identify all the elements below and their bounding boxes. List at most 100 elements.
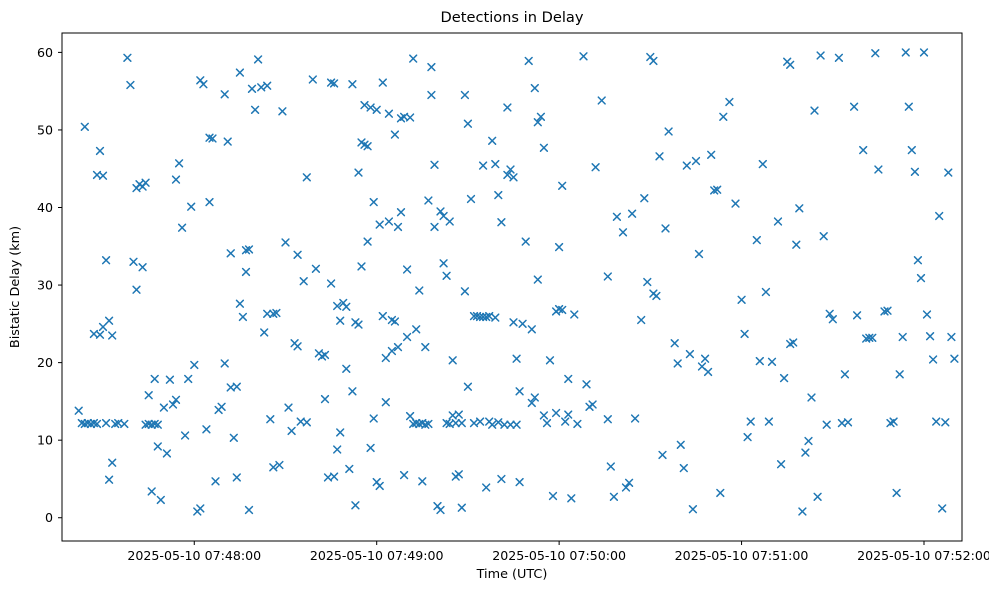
- data-point: [922, 310, 932, 319]
- data-point: [898, 332, 907, 342]
- data-point: [98, 171, 108, 180]
- data-point: [554, 242, 564, 252]
- data-point: [938, 504, 947, 513]
- data-point: [436, 505, 445, 515]
- data-point: [196, 504, 205, 513]
- data-point: [889, 417, 898, 426]
- data-point: [101, 418, 111, 428]
- data-point: [187, 202, 196, 211]
- data-point: [253, 55, 263, 64]
- data-point: [208, 134, 217, 143]
- data-point: [399, 470, 409, 480]
- data-point: [266, 415, 275, 424]
- data-point: [925, 332, 935, 341]
- data-point: [348, 387, 357, 396]
- data-point: [801, 448, 810, 457]
- data-point: [405, 411, 415, 421]
- data-point: [828, 315, 837, 324]
- data-point: [475, 312, 485, 322]
- data-point: [630, 414, 640, 423]
- data-point: [424, 419, 433, 429]
- data-point: [561, 417, 570, 426]
- data-point: [369, 197, 378, 207]
- data-point: [558, 305, 567, 315]
- data-point: [369, 414, 378, 423]
- x-tick-label: 2025-05-10 07:52:00: [857, 548, 989, 563]
- data-point: [108, 458, 117, 467]
- data-point: [901, 48, 910, 57]
- data-point: [287, 426, 296, 436]
- data-point: [375, 481, 384, 491]
- data-point: [144, 391, 153, 400]
- data-point: [761, 287, 771, 297]
- data-point: [226, 249, 235, 258]
- data-point: [859, 145, 868, 155]
- data-point: [448, 356, 457, 365]
- data-point: [661, 224, 670, 233]
- data-point: [743, 432, 752, 442]
- data-point: [402, 265, 412, 274]
- data-point: [822, 420, 831, 429]
- data-point: [932, 417, 941, 426]
- y-axis-ticks: 0 10 20 30 40 50 60: [37, 45, 62, 525]
- data-point: [180, 431, 190, 440]
- data-point: [463, 119, 473, 128]
- data-point: [381, 353, 390, 363]
- data-point: [533, 275, 542, 284]
- data-point: [491, 159, 500, 169]
- data-point: [342, 364, 351, 373]
- data-point: [524, 56, 533, 66]
- data-point: [162, 449, 172, 458]
- data-point: [807, 393, 816, 402]
- data-point: [269, 463, 278, 472]
- data-point: [329, 79, 339, 88]
- data-point: [427, 62, 436, 72]
- data-point: [679, 463, 688, 473]
- data-point: [652, 291, 661, 301]
- data-point: [174, 159, 184, 168]
- data-point: [247, 84, 257, 93]
- data-point: [694, 249, 704, 259]
- data-point: [211, 477, 220, 486]
- data-point: [418, 477, 427, 486]
- data-point: [564, 410, 573, 419]
- data-point: [786, 60, 795, 69]
- data-point: [545, 356, 555, 365]
- data-point: [263, 309, 272, 318]
- data-point: [454, 470, 463, 479]
- data-point: [436, 207, 445, 216]
- data-point: [907, 145, 916, 155]
- y-tick-label: 0: [45, 510, 53, 525]
- data-point: [676, 440, 685, 449]
- data-point: [564, 374, 573, 384]
- data-point: [357, 262, 366, 271]
- data-point: [819, 232, 828, 241]
- data-point: [515, 387, 524, 396]
- data-point: [825, 309, 834, 318]
- data-point: [348, 80, 357, 89]
- data-point: [758, 159, 767, 169]
- x-tick-label: 2025-05-10 07:49:00: [310, 548, 444, 563]
- data-point: [843, 418, 853, 427]
- data-point: [503, 103, 512, 112]
- data-point: [232, 473, 241, 482]
- data-point: [871, 49, 880, 58]
- data-point: [460, 287, 470, 296]
- data-point: [351, 501, 360, 510]
- data-point: [171, 395, 181, 404]
- data-point: [798, 507, 807, 516]
- data-point: [719, 112, 728, 121]
- data-point: [609, 492, 619, 501]
- x-axis-ticks: 2025-05-10 07:48:00 2025-05-10 07:49:00 20…: [127, 541, 989, 563]
- data-point: [308, 75, 317, 84]
- data-point: [299, 277, 308, 286]
- data-point: [393, 342, 403, 352]
- data-point: [482, 483, 491, 492]
- data-point: [725, 97, 734, 107]
- data-point: [430, 160, 439, 169]
- data-point: [637, 315, 646, 325]
- data-point: [868, 333, 877, 342]
- data-point: [643, 277, 652, 287]
- data-point: [451, 418, 460, 428]
- data-point: [506, 420, 515, 429]
